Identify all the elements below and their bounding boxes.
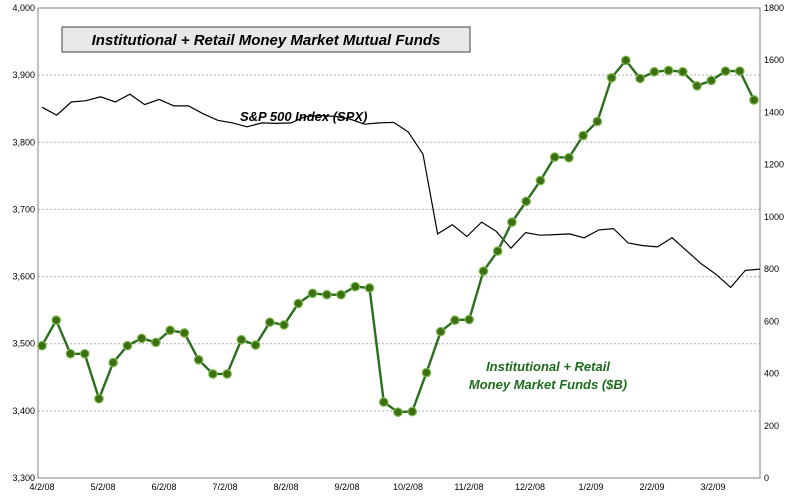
x-axis-tick-label: 2/2/09 [639, 482, 664, 492]
mmf-data-point [165, 325, 175, 336]
mmf-data-point [464, 314, 474, 325]
x-axis-tick-label: 7/2/08 [212, 482, 237, 492]
spx-series-label: S&P 500 Index (SPX) [240, 109, 367, 124]
mmf-data-point [265, 317, 275, 328]
mmf-data-point [136, 333, 147, 344]
right-axis-tick-label: 400 [764, 369, 779, 379]
left-axis-tick-label: 3,500 [12, 339, 35, 349]
mmf-data-point [151, 337, 161, 348]
right-axis-tick-label: 200 [764, 421, 779, 431]
x-axis-tick-label: 5/2/08 [90, 482, 115, 492]
mmf-data-point [407, 406, 418, 417]
x-axis-tick-label: 12/2/08 [515, 482, 545, 492]
mmf-data-point [122, 340, 133, 351]
mmf-data-point [606, 73, 617, 83]
left-axis-tick-label: 3,300 [12, 473, 35, 483]
mmf-data-point [549, 152, 560, 162]
axis-layer: 3,300 3,400 3,500 3,600 3,700 3,800 3,900 4,000… [12, 3, 784, 492]
mmf-data-point [706, 75, 717, 86]
mmf-data-point [279, 320, 289, 330]
right-axis-tick-label: 0 [764, 473, 769, 483]
mmf-data-point [307, 288, 318, 299]
mmf-series-label-line1: Institutional + Retail [486, 359, 610, 374]
mmf-data-point [692, 81, 702, 91]
x-axis-tick-label: 6/2/08 [151, 482, 176, 492]
title-box: Institutional + Retail Money Market Mutu… [61, 26, 471, 53]
x-axis-tick-label: 8/2/08 [273, 482, 298, 492]
mmf-data-point [564, 152, 574, 163]
mmf-data-point [507, 217, 517, 227]
mmf-data-point [492, 246, 503, 256]
mmf-data-point [79, 348, 90, 359]
mmf-data-point [421, 367, 432, 378]
series-layer [37, 55, 761, 417]
mmf-data-point [250, 340, 261, 350]
mmf-data-point [51, 315, 62, 326]
mmf-data-point [720, 66, 731, 76]
mmf-data-point [535, 175, 546, 186]
mmf-data-point [393, 407, 403, 417]
mmf-data-point [364, 283, 375, 293]
mmf-data-point [208, 369, 218, 379]
left-axis-tick-label: 4,000 [12, 3, 35, 13]
left-axis-tick-label: 3,700 [12, 204, 35, 214]
mmf-data-point [649, 66, 660, 77]
mmf-data-point [478, 266, 489, 276]
x-axis-tick-label: 9/2/08 [334, 482, 359, 492]
mmf-series-line [40, 58, 756, 414]
plot-area-border [37, 7, 761, 479]
mmf-data-point [435, 326, 446, 337]
mmf-data-point [222, 369, 232, 379]
mmf-data-point [450, 315, 460, 326]
chart-title: Institutional + Retail Money Market Mutu… [92, 32, 441, 49]
mmf-data-point [179, 328, 190, 338]
x-axis-tick-label: 11/2/08 [454, 482, 483, 492]
mmf-data-point [578, 130, 588, 141]
x-axis-tick-label: 1/2/09 [578, 482, 603, 492]
mmf-data-point [521, 196, 531, 207]
mmf-data-point [193, 355, 204, 365]
mmf-data-point [336, 289, 346, 300]
mmf-data-point [293, 298, 304, 309]
right-axis-tick-label: 1800 [764, 3, 784, 13]
right-axis-tick-label: 800 [764, 264, 779, 274]
right-axis-tick-label: 1400 [764, 107, 784, 117]
mmf-data-point [677, 66, 688, 77]
mmf-data-point [321, 289, 332, 300]
x-axis-tick-label: 4/2/08 [29, 482, 54, 492]
right-axis-tick-label: 600 [764, 316, 779, 326]
mmf-data-point [621, 55, 631, 66]
left-axis-tick-label: 3,900 [12, 70, 35, 80]
spx-series-line [41, 93, 761, 289]
mmf-data-point [749, 95, 759, 105]
left-axis-tick-label: 3,800 [12, 137, 35, 147]
mmf-data-point [663, 65, 674, 76]
x-axis-tick-label: 10/2/08 [393, 482, 423, 492]
x-axis-tick-label: 3/2/09 [700, 482, 725, 492]
mmf-data-point [94, 393, 104, 404]
mmf-data-point [236, 334, 247, 345]
left-axis-tick-label: 3,600 [12, 272, 35, 282]
title-box-bg [61, 26, 471, 53]
mmf-data-point [592, 116, 603, 127]
mmf-data-point [65, 348, 76, 359]
left-axis-tick-label: 3,400 [12, 406, 35, 416]
right-axis-tick-label: 1600 [764, 55, 784, 65]
mmf-series-label-line2: Money Market Funds ($B) [469, 377, 627, 392]
mmf-data-point [108, 357, 118, 368]
mmf-data-point [378, 397, 389, 407]
right-axis-tick-label: 1000 [764, 212, 784, 222]
mmf-data-point [37, 340, 47, 351]
mmf-data-point [350, 281, 361, 292]
mmf-data-point [734, 66, 745, 76]
mmf-data-point [635, 73, 645, 84]
right-axis-tick-label: 1200 [764, 160, 784, 170]
